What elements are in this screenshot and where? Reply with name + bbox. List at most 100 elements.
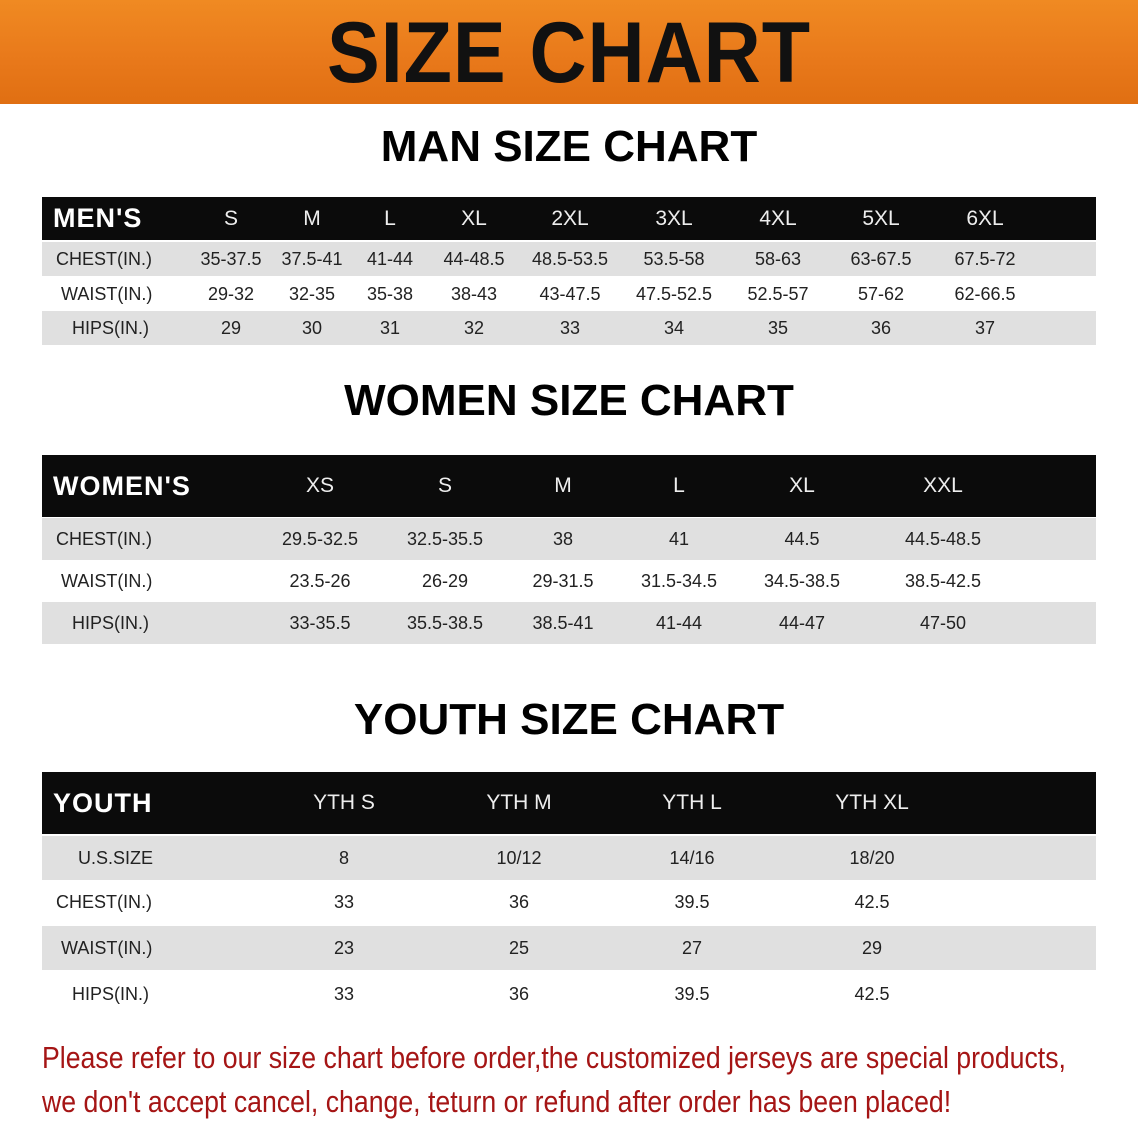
size-header-2xl: 2XL xyxy=(551,206,589,230)
table-cell: 38 xyxy=(552,528,574,549)
table-cell: 39.5 xyxy=(674,983,710,1004)
size-header-m: M xyxy=(554,474,572,497)
row-label: U.S.SIZE xyxy=(78,847,154,868)
row-label: CHEST(IN.) xyxy=(56,891,152,912)
size-header-s: S xyxy=(223,206,239,230)
size-header-yth-l: YTH L xyxy=(662,791,722,814)
men-section-title: MAN SIZE CHART xyxy=(380,122,758,171)
size-header-3xl: 3XL xyxy=(655,206,693,230)
table-cell: 44-47 xyxy=(778,612,826,633)
table-cell: 44.5 xyxy=(784,528,820,549)
table-cell: 44-48.5 xyxy=(443,248,505,269)
table-cell: 33-35.5 xyxy=(289,612,351,633)
table-cell: 38.5-42.5 xyxy=(904,570,982,591)
table-cell: 29-32 xyxy=(207,283,255,304)
order-notice: Please refer to our size chart before or… xyxy=(42,1036,1066,1124)
size-header-l: L xyxy=(673,474,685,497)
size-header-s: S xyxy=(437,474,453,497)
banner: SIZE CHART xyxy=(0,0,1138,104)
size-header-xs: XS xyxy=(305,474,335,497)
table-cell: 42.5 xyxy=(854,983,890,1004)
table-cell: 47-50 xyxy=(919,612,967,633)
table-cell: 36 xyxy=(870,317,892,338)
size-header-5xl: 5XL xyxy=(862,206,900,230)
table-cell: 34.5-38.5 xyxy=(763,570,841,591)
table-row: WAIST(IN.) 23 25 27 29 xyxy=(42,926,1096,970)
table-cell: 23 xyxy=(333,937,355,958)
size-header-xl: XL xyxy=(789,474,815,497)
youth-size-table: YOUTH YTH S YTH M YTH L YTH XL U.S.SIZE 8 10/12… xyxy=(42,772,1096,1016)
row-label: WAIST(IN.) xyxy=(61,283,153,304)
size-header-xxl: XXL xyxy=(923,474,963,497)
table-cell: 67.5-72 xyxy=(954,248,1016,269)
table-row: HIPS(IN.) 29 30 31 32 33 34 35 36 37 xyxy=(42,311,1096,345)
table-cell: 44.5-48.5 xyxy=(904,528,982,549)
youth-section-title: YOUTH SIZE CHART xyxy=(353,695,785,744)
women-header-row: WOMEN'S XS S M L XL XXL xyxy=(42,455,1096,517)
table-cell: 42.5 xyxy=(854,891,890,912)
table-cell: 27 xyxy=(681,937,703,958)
table-cell: 33 xyxy=(559,317,581,338)
size-header-4xl: 4XL xyxy=(759,206,797,230)
table-cell: 43-47.5 xyxy=(539,283,601,304)
table-row: HIPS(IN.) 33 36 39.5 42.5 xyxy=(42,972,1096,1016)
size-header-xl: XL xyxy=(461,206,487,230)
table-cell: 33 xyxy=(333,983,355,1004)
table-cell: 8 xyxy=(338,847,350,868)
size-header-6xl: 6XL xyxy=(966,206,1004,230)
men-header-label: MEN'S xyxy=(53,203,143,233)
youth-header-row: YOUTH YTH S YTH M YTH L YTH XL xyxy=(42,772,1096,834)
row-label: HIPS(IN.) xyxy=(72,612,150,633)
table-cell: 29.5-32.5 xyxy=(281,528,359,549)
banner-title: SIZE CHART xyxy=(327,5,811,101)
row-label: HIPS(IN.) xyxy=(72,983,150,1004)
notice-line-1: Please refer to our size chart before or… xyxy=(42,1040,1066,1075)
table-cell: 31 xyxy=(379,317,401,338)
table-cell: 37 xyxy=(974,317,996,338)
table-row: HIPS(IN.) 33-35.5 35.5-38.5 38.5-41 41-44 44-… xyxy=(42,602,1096,644)
men-size-table: MEN'S S M L XL 2XL 3XL 4XL 5XL 6XL CHEST(IN.) 35-37… xyxy=(42,197,1096,346)
size-header-yth-xl: YTH XL xyxy=(835,791,909,814)
table-row: WAIST(IN.) 23.5-26 26-29 29-31.5 31.5-34.5 34… xyxy=(42,560,1096,602)
table-cell: 38.5-41 xyxy=(532,612,594,633)
table-cell: 32 xyxy=(463,317,485,338)
size-header-yth-s: YTH S xyxy=(313,791,375,814)
men-header-row: MEN'S S M L XL 2XL 3XL 4XL 5XL 6XL xyxy=(42,197,1096,240)
table-cell: 35-37.5 xyxy=(200,248,262,269)
table-cell: 36 xyxy=(508,891,530,912)
row-label: WAIST(IN.) xyxy=(61,937,153,958)
youth-header-label: YOUTH xyxy=(53,787,153,818)
table-cell: 57-62 xyxy=(857,283,905,304)
table-cell: 36 xyxy=(508,983,530,1004)
table-cell: 23.5-26 xyxy=(289,570,351,591)
row-label: CHEST(IN.) xyxy=(56,528,152,549)
table-cell: 53.5-58 xyxy=(643,248,705,269)
table-cell: 29-31.5 xyxy=(532,570,594,591)
table-row: U.S.SIZE 8 10/12 14/16 18/20 xyxy=(42,836,1096,880)
row-label: HIPS(IN.) xyxy=(72,317,150,338)
table-cell: 32-35 xyxy=(288,283,336,304)
table-cell: 63-67.5 xyxy=(850,248,912,269)
table-cell: 30 xyxy=(301,317,323,338)
table-cell: 47.5-52.5 xyxy=(635,283,713,304)
table-cell: 14/16 xyxy=(669,847,715,868)
table-cell: 48.5-53.5 xyxy=(531,248,609,269)
table-cell: 26-29 xyxy=(421,570,469,591)
size-header-l: L xyxy=(384,206,396,230)
table-cell: 29 xyxy=(861,937,883,958)
row-label: WAIST(IN.) xyxy=(61,570,153,591)
table-cell: 32.5-35.5 xyxy=(406,528,484,549)
table-cell: 34 xyxy=(663,317,685,338)
notice-line-2: we don't accept cancel, change, teturn o… xyxy=(42,1084,952,1119)
table-cell: 58-63 xyxy=(754,248,802,269)
table-cell: 37.5-41 xyxy=(281,248,343,269)
table-cell: 41-44 xyxy=(366,248,414,269)
women-section-title: WOMEN SIZE CHART xyxy=(344,376,794,425)
table-cell: 39.5 xyxy=(674,891,710,912)
size-header-yth-m: YTH M xyxy=(486,791,552,814)
table-cell: 31.5-34.5 xyxy=(640,570,718,591)
table-cell: 38-43 xyxy=(450,283,498,304)
table-cell: 35 xyxy=(767,317,789,338)
table-row: WAIST(IN.) 29-32 32-35 35-38 38-43 43-47.5 47.… xyxy=(42,277,1096,311)
table-row: CHEST(IN.) 29.5-32.5 32.5-35.5 38 41 44.5 44.5… xyxy=(42,518,1096,560)
